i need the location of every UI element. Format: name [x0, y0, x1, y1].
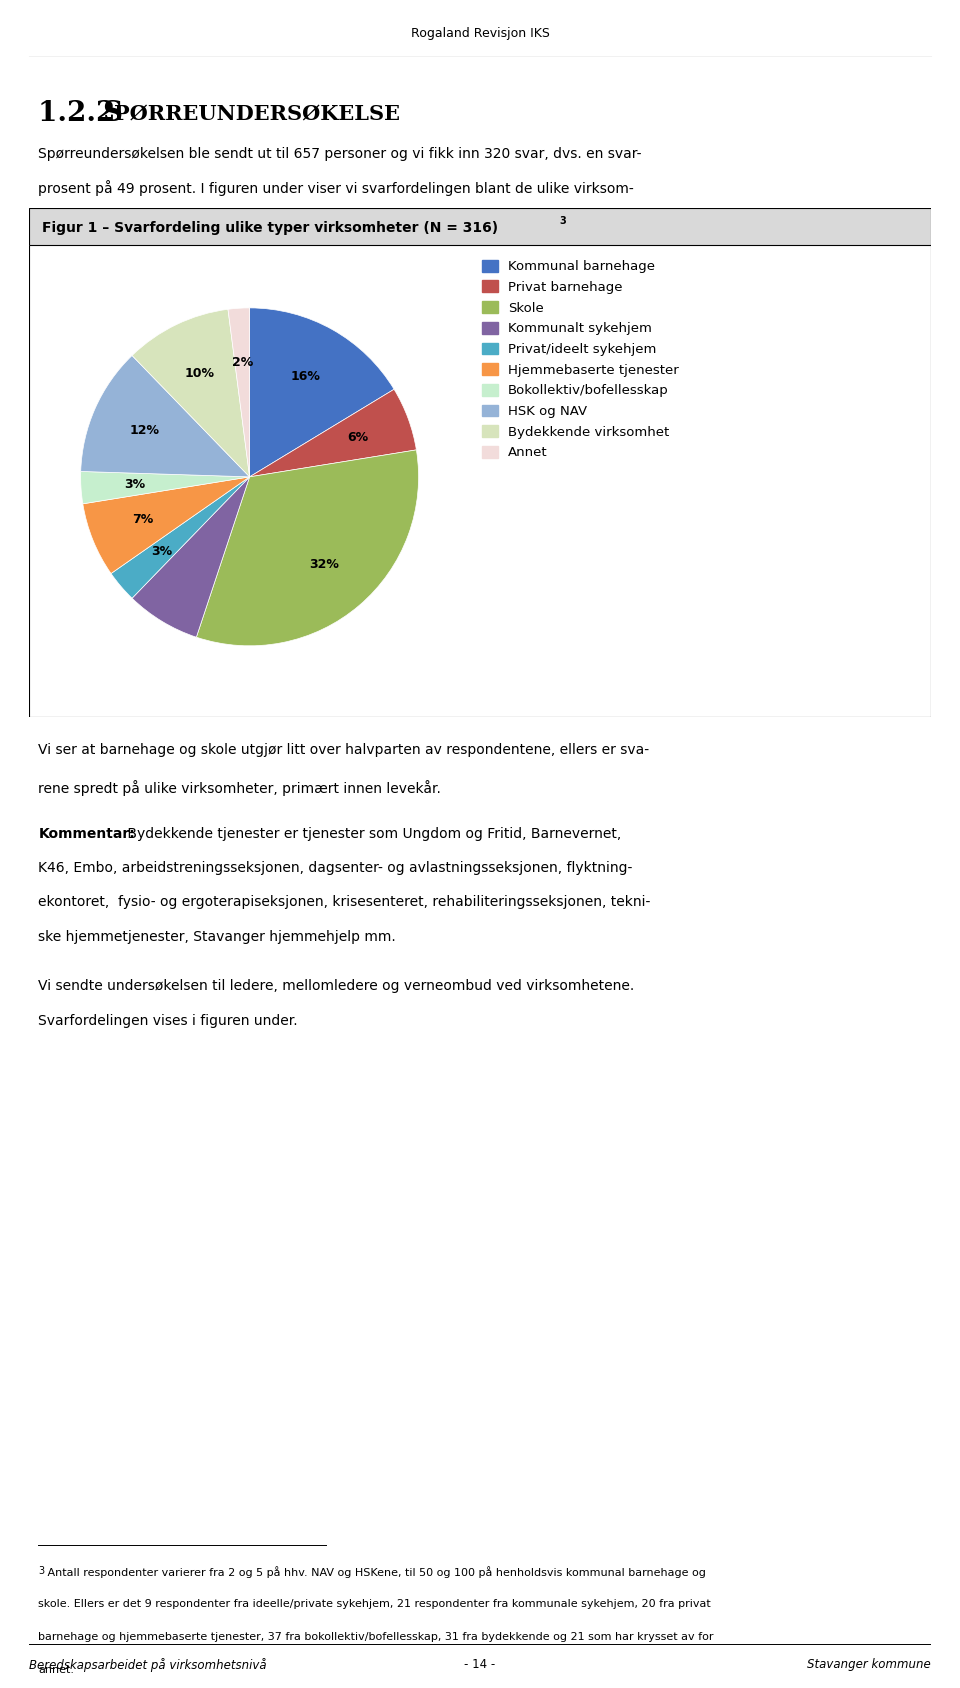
Text: Svarfordelingen vises i figuren under.: Svarfordelingen vises i figuren under. — [38, 1014, 298, 1028]
Text: prosent på 49 prosent. I figuren under viser vi svarfordelingen blant de ulike v: prosent på 49 prosent. I figuren under v… — [38, 181, 635, 196]
Wedge shape — [250, 307, 395, 476]
Text: 7%: 7% — [132, 513, 154, 527]
Text: - 14 -: - 14 - — [465, 1658, 495, 1671]
Text: hetstypene.: hetstypene. — [38, 213, 121, 228]
Text: 12%: 12% — [130, 424, 159, 437]
Text: Vi ser at barnehage og skole utgjør litt over halvparten av respondentene, eller: Vi ser at barnehage og skole utgjør litt… — [38, 743, 650, 756]
Legend: Kommunal barnehage, Privat barnehage, Skole, Kommunalt sykehjem, Privat/ideelt s: Kommunal barnehage, Privat barnehage, Sk… — [482, 260, 679, 459]
Text: 3: 3 — [560, 216, 566, 226]
Text: 3%: 3% — [125, 478, 146, 491]
Wedge shape — [81, 356, 250, 476]
Text: Kommentar:: Kommentar: — [38, 827, 135, 841]
Wedge shape — [83, 476, 250, 574]
Text: 16%: 16% — [291, 370, 321, 383]
Text: K46, Embo, arbeidstreningsseksjonen, dagsenter- og avlastningsseksjonen, flyktni: K46, Embo, arbeidstreningsseksjonen, dag… — [38, 861, 633, 876]
Text: PØRREUNDERSØKELSE: PØRREUNDERSØKELSE — [114, 105, 400, 123]
Text: Antall respondenter varierer fra 2 og 5 på hhv. NAV og HSKene, til 50 og 100 på : Antall respondenter varierer fra 2 og 5 … — [44, 1566, 706, 1578]
Text: barnehage og hjemmebaserte tjenester, 37 fra bokollektiv/bofellesskap, 31 fra by: barnehage og hjemmebaserte tjenester, 37… — [38, 1632, 714, 1642]
Wedge shape — [250, 390, 417, 476]
Text: ekontoret,  fysio- og ergoterapiseksjonen, krisesenteret, rehabiliteringsseksjon: ekontoret, fysio- og ergoterapiseksjonen… — [38, 895, 651, 910]
Text: 1.2.2: 1.2.2 — [38, 101, 126, 127]
Wedge shape — [81, 471, 250, 503]
Text: 6%: 6% — [347, 430, 368, 444]
Text: skole. Ellers er det 9 respondenter fra ideelle/private sykehjem, 21 respondente: skole. Ellers er det 9 respondenter fra … — [38, 1599, 711, 1609]
Wedge shape — [228, 307, 250, 476]
Wedge shape — [132, 309, 250, 476]
Text: 10%: 10% — [184, 366, 215, 380]
Text: rene spredt på ulike virksomheter, primært innen levekår.: rene spredt på ulike virksomheter, primæ… — [38, 780, 442, 795]
Text: 32%: 32% — [309, 557, 339, 571]
Text: Spørreundersøkelsen ble sendt ut til 657 personer og vi fikk inn 320 svar, dvs. : Spørreundersøkelsen ble sendt ut til 657… — [38, 147, 642, 160]
Text: 3%: 3% — [152, 545, 173, 557]
Text: 3: 3 — [38, 1566, 44, 1577]
Text: Figur 1 – Svarfordeling ulike typer virksomheter (N = 316): Figur 1 – Svarfordeling ulike typer virk… — [42, 221, 498, 235]
Text: annet.: annet. — [38, 1664, 75, 1674]
Text: ske hjemmetjenester, Stavanger hjemmehjelp mm.: ske hjemmetjenester, Stavanger hjemmehje… — [38, 930, 396, 944]
Text: S: S — [102, 101, 122, 127]
Text: Bydekkende tjenester er tjenester som Ungdom og Fritid, Barnevernet,: Bydekkende tjenester er tjenester som Un… — [123, 827, 621, 841]
Text: Beredskapsarbeidet på virksomhetsnivå: Beredskapsarbeidet på virksomhetsnivå — [29, 1658, 267, 1671]
Text: Stavanger kommune: Stavanger kommune — [807, 1658, 931, 1671]
Text: Vi sendte undersøkelsen til ledere, mellomledere og verneombud ved virksomhetene: Vi sendte undersøkelsen til ledere, mell… — [38, 979, 635, 993]
Wedge shape — [111, 476, 250, 598]
Wedge shape — [132, 476, 250, 636]
Text: Rogaland Revisjon IKS: Rogaland Revisjon IKS — [411, 27, 549, 41]
Text: 2%: 2% — [231, 356, 252, 368]
Wedge shape — [197, 451, 419, 647]
